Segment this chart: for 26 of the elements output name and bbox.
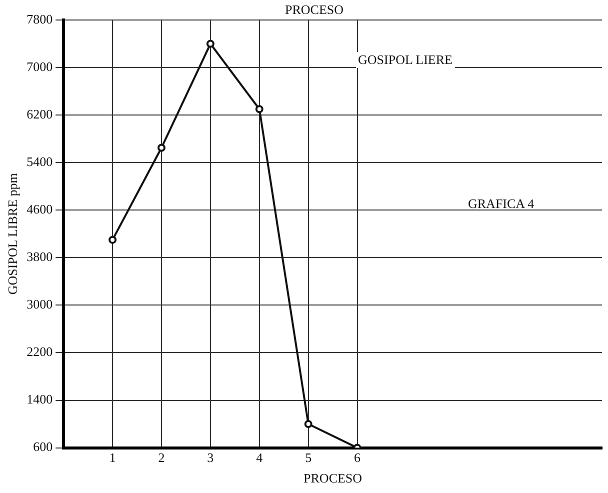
y-tick-label: 7800 [26, 11, 53, 26]
x-tick-label: 5 [305, 450, 312, 466]
y-tick-label: 3000 [26, 296, 53, 312]
y-tick-label: 6200 [26, 106, 53, 122]
point [108, 236, 117, 244]
chart-title: PROCESO [285, 2, 344, 18]
y-tick-label: 2200 [26, 344, 53, 360]
x-tick-label: 4 [256, 450, 264, 466]
point [206, 40, 214, 48]
y-tick-label: 600 [33, 439, 53, 454]
point [304, 420, 312, 428]
x-tick-label: 3 [207, 450, 214, 466]
y-tick-label: 7000 [26, 58, 53, 74]
x-tick-label: 1 [109, 450, 116, 466]
point [157, 144, 166, 152]
point [255, 105, 264, 114]
x-axis-title: PROCESO [304, 470, 362, 486]
annotation: GRAFICA 4 [468, 196, 534, 212]
y-tick-label: 4600 [26, 202, 53, 217]
annotation: GOSIPOL LIERE [356, 52, 454, 68]
y-tick-label: 3800 [26, 249, 53, 264]
x-tick-label: 2 [158, 450, 165, 466]
x-tick-label: 6 [354, 450, 362, 466]
y-tick-label: 1400 [26, 392, 53, 407]
y-tick-label: 5400 [26, 154, 53, 170]
y-axis-title: GOSIPOL LIBRE ppm [5, 173, 20, 295]
